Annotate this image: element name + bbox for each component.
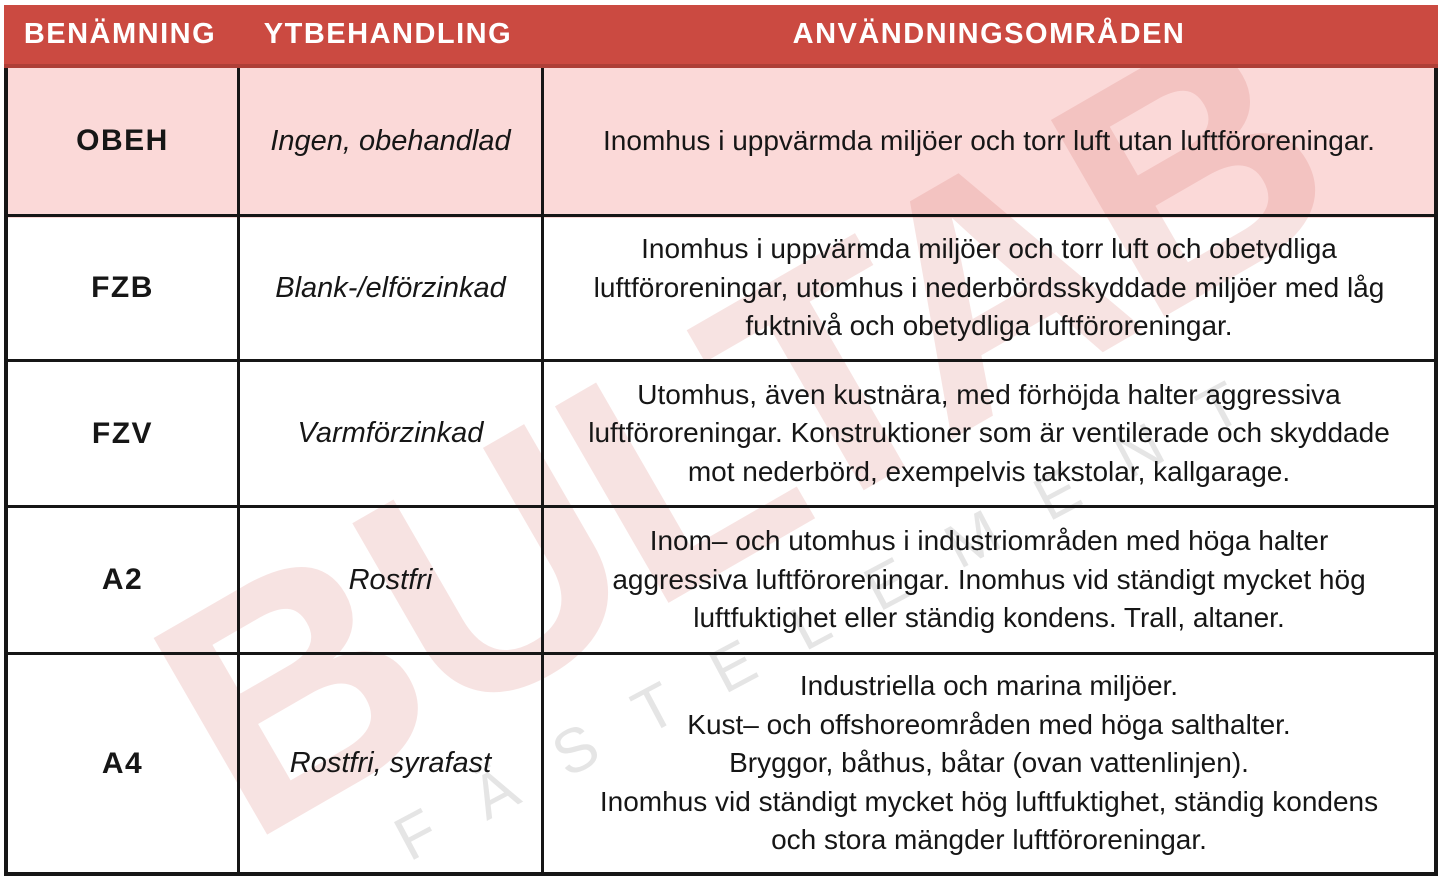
usage-cell: Inom– och utomhus i industriområden med …	[544, 508, 1434, 655]
usage-cell: Inomhus i uppvärmda miljöer och torr luf…	[544, 217, 1434, 362]
treatment-cell: Rostfri	[240, 508, 544, 655]
designation-cell: OBEH	[8, 68, 240, 217]
column-header-anvandningsomraden: ANVÄNDNINGSOMRÅDEN	[792, 18, 1186, 50]
treatment-cell: Rostfri, syrafast	[240, 655, 544, 872]
usage-cell: Industriella och marina miljöer. Kust– o…	[599, 669, 1379, 856]
designation-cell: A2	[8, 508, 240, 655]
column-header-ytbehandling: YTBEHANDLING	[263, 18, 513, 50]
designation-cell: A4	[8, 655, 240, 872]
usage-cell: Utomhus, även kustnära, med förhöjda hal…	[544, 362, 1434, 508]
table-header-row: BENÄMNING YTBEHANDLING ANVÄNDNINGSOMRÅDE…	[4, 5, 1438, 68]
highlighted-row-background	[4, 68, 1438, 218]
designation-cell: FZB	[8, 217, 240, 362]
column-header-benamning: BENÄMNING	[23, 18, 217, 50]
designation-cell: FZV	[8, 362, 240, 508]
treatment-cell: Blank-/elförzinkad	[240, 217, 544, 362]
usage-cell: Inomhus i uppvärmda miljöer och torr luf…	[544, 68, 1434, 217]
treatment-cell: Ingen, obehandlad	[240, 68, 544, 217]
table-body: OBEH Ingen, obehandlad Inomhus i uppvärm…	[4, 68, 1438, 876]
treatment-cell: Varmförzinkad	[240, 362, 544, 508]
